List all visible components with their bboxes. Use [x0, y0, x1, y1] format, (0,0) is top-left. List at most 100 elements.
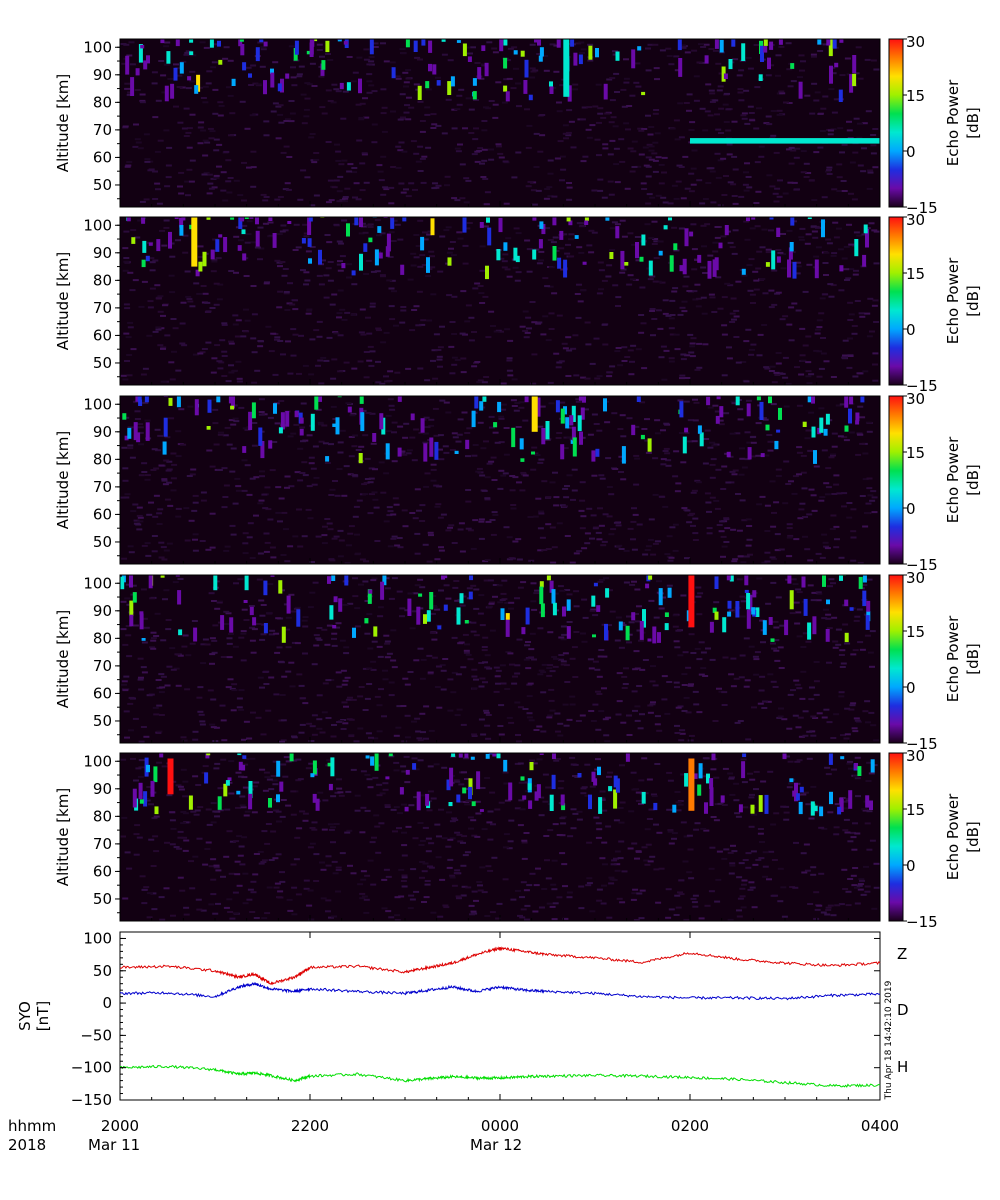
noise-cell: [866, 335, 873, 338]
noise-cell: [347, 532, 354, 535]
noise-cell: [609, 249, 616, 251]
noise-cell: [796, 687, 803, 690]
noise-cell: [854, 719, 861, 722]
echo-cell: [784, 619, 789, 636]
noise-cell: [668, 360, 675, 363]
noise-cell: [266, 886, 273, 889]
noise-cell: [668, 556, 675, 559]
noise-cell: [478, 518, 485, 521]
noise-cell: [674, 646, 681, 649]
noise-cell: [217, 283, 224, 286]
noise-cell: [846, 516, 853, 519]
echo-cell: [144, 396, 149, 403]
noise-cell: [162, 483, 169, 486]
echo-cell: [354, 217, 359, 226]
noise-cell: [634, 705, 641, 708]
noise-cell: [258, 499, 265, 502]
noise-cell: [815, 804, 822, 807]
noise-cell: [188, 180, 195, 183]
echo-cell: [640, 434, 645, 440]
noise-cell: [851, 325, 858, 327]
noise-cell: [489, 519, 496, 521]
noise-cell: [847, 301, 854, 304]
noise-cell: [210, 698, 217, 701]
noise-cell: [202, 101, 209, 104]
noise-cell: [177, 578, 184, 580]
noise-cell: [738, 69, 745, 72]
noise-cell: [380, 193, 387, 196]
echo-cell: [240, 217, 245, 222]
noise-cell: [352, 595, 359, 598]
noise-cell: [614, 350, 621, 353]
noise-cell: [763, 454, 770, 457]
noise-cell: [210, 66, 217, 69]
noise-cell: [744, 431, 751, 434]
noise-cell: [221, 506, 228, 509]
noise-cell: [722, 103, 729, 106]
noise-cell: [462, 633, 469, 636]
noise-cell: [376, 329, 382, 332]
echo-cell: [707, 260, 712, 279]
noise-cell: [468, 108, 475, 111]
noise-cell: [245, 233, 252, 236]
noise-cell: [819, 496, 826, 499]
noise-cell: [465, 489, 472, 491]
noise-cell: [580, 48, 587, 51]
noise-cell: [339, 639, 346, 642]
noise-cell: [398, 141, 405, 144]
echo-cell: [838, 89, 843, 102]
noise-cell: [864, 312, 871, 315]
echo-cell: [569, 415, 574, 426]
noise-cell: [856, 122, 863, 125]
noise-cell: [249, 557, 256, 559]
noise-cell: [706, 510, 712, 513]
noise-cell: [517, 824, 524, 827]
noise-cell: [363, 898, 370, 901]
noise-cell: [831, 445, 838, 448]
noise-cell: [190, 810, 197, 813]
echo-cell: [531, 451, 535, 455]
noise-cell: [702, 272, 709, 274]
noise-cell: [602, 863, 608, 866]
noise-cell: [535, 322, 542, 325]
noise-cell: [342, 200, 348, 203]
noise-cell: [785, 483, 792, 485]
noise-cell: [240, 335, 247, 338]
noise-cell: [162, 598, 168, 601]
noise-cell: [687, 684, 694, 687]
noise-cell: [390, 537, 397, 540]
noise-cell: [311, 828, 318, 831]
noise-cell: [664, 712, 671, 715]
noise-cell: [381, 715, 387, 718]
echo-cell: [571, 426, 576, 441]
echo-cell: [273, 403, 277, 414]
noise-cell: [389, 408, 396, 411]
noise-cell: [348, 436, 355, 438]
noise-cell: [348, 455, 355, 458]
noise-cell: [380, 88, 387, 91]
echo-cell: [787, 575, 792, 584]
noise-cell: [803, 176, 810, 178]
noise-cell: [406, 96, 412, 99]
noise-cell: [346, 276, 352, 279]
noise-cell: [442, 658, 449, 660]
noise-cell: [782, 315, 789, 318]
noise-cell: [459, 332, 466, 335]
echo-cell: [249, 217, 254, 219]
noise-cell: [826, 173, 833, 175]
noise-cell: [679, 44, 686, 47]
noise-cell: [531, 203, 538, 206]
noise-cell: [404, 683, 411, 686]
echo-cell: [719, 406, 724, 418]
noise-cell: [275, 511, 282, 514]
noise-cell: [761, 561, 768, 564]
noise-cell: [503, 202, 510, 205]
echo-cell: [647, 638, 652, 642]
noise-cell: [426, 233, 433, 236]
noise-cell: [337, 555, 344, 558]
noise-cell: [196, 696, 203, 699]
noise-cell: [236, 377, 243, 380]
noise-cell: [178, 408, 185, 411]
noise-cell: [589, 124, 596, 127]
noise-cell: [230, 423, 237, 426]
